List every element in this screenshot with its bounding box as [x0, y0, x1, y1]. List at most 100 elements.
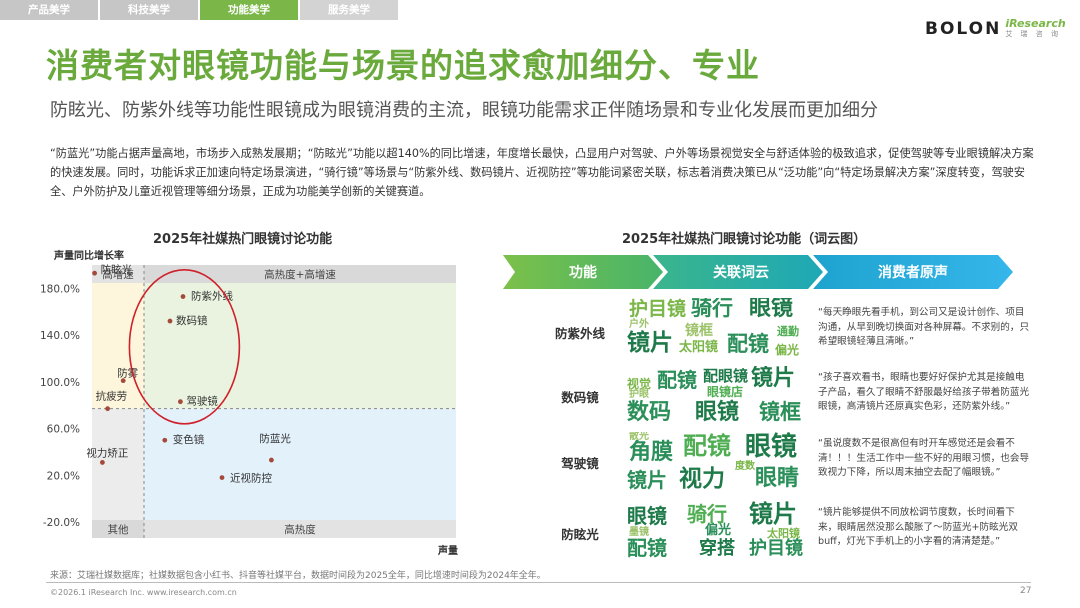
footer-divider — [46, 582, 1031, 583]
cloud-word: 镜片 — [627, 330, 673, 356]
wordcloud-chart-title: 2025年社媒热门眼镜讨论功能（词云图） — [622, 232, 867, 247]
header-function: 功能 — [569, 264, 597, 281]
cloud-word: 配镜 — [657, 368, 697, 392]
data-point-label: 防紫外线 — [191, 290, 233, 303]
cloud-word: 镜片 — [749, 500, 797, 528]
page-number: 27 — [1020, 586, 1032, 596]
consumer-quote-driving: “虽说度数不是很高但有时开车感觉还是会看不清！！！生活工作中一些不好的用眼习惯，… — [818, 438, 1030, 478]
strip-high-growth — [92, 265, 144, 283]
data-point-label: 视力矫正 — [86, 446, 128, 459]
data-point-label: 抗疲劳 — [96, 390, 128, 403]
tab-tech-aesthetics[interactable]: 科技美学 — [100, 0, 198, 20]
header-arrow-function — [503, 255, 663, 289]
quadrant-other — [92, 408, 144, 522]
tab-function-aesthetics[interactable]: 功能美学 — [200, 0, 298, 20]
cloud-word: 护眼 — [629, 389, 649, 400]
wordcloud-digital: 配镜 配眼镜 镜片 视觉 眼镜店 数码 眼镜 镜框 护眼 — [627, 366, 807, 428]
wordcloud-uv: 护目镜 骑行 眼镜 镜片 太阳镜 配镜 镜框 偏光 通勤 户外 — [627, 298, 807, 360]
y-tick-label: 100.0% — [40, 377, 80, 389]
cloud-word: 墨镜 — [629, 527, 649, 538]
quadrant-high-heat — [144, 408, 456, 522]
cloud-word: 眼镜店 — [707, 385, 744, 399]
cloud-word: 护目镜 — [629, 298, 687, 320]
function-label-uv: 防紫外线 — [554, 326, 605, 341]
quadrant-label-high-growth: 高增速 — [102, 268, 134, 281]
cloud-word: 太阳镜 — [679, 340, 719, 355]
source-note: 来源：艾瑞社媒数据库；社媒数据包含小红书、抖音等社媒平台，数据时间段为2025全… — [50, 571, 546, 581]
header-voice: 消费者原声 — [878, 264, 948, 281]
cloud-word: 眼睛 — [755, 466, 800, 491]
wordcloud-driving: 角膜 配镜 眼镜 镜片 视力 眼睛 散光 度数 — [627, 432, 807, 494]
wordcloud-antiglare: 眼镜 骑行 镜片 偏光 太阳镜 配镜 穿搭 护目镜 墨镜 — [627, 500, 807, 562]
cloud-word: 骑行 — [691, 298, 733, 320]
iresearch-logo: iResearch 艾 瑞 咨 询 — [1005, 18, 1065, 39]
cloud-word: 散光 — [629, 432, 649, 442]
quadrant-label-high-heat: 高热度 — [284, 523, 316, 536]
iresearch-logo-text: iResearch — [1005, 17, 1066, 30]
header-wordcloud: 关联词云 — [713, 264, 769, 281]
y-tick-label: -20.0% — [43, 517, 80, 529]
data-point-label: 近视防控 — [230, 472, 272, 485]
x-axis-label: 声量 — [437, 544, 458, 557]
cloud-word: 眼镜 — [627, 504, 667, 528]
cloud-word: 配镜 — [727, 332, 769, 356]
y-tick-label: 180.0% — [40, 283, 80, 295]
bolon-logo-text: BOLON — [925, 19, 1002, 39]
tab-product-aesthetics[interactable]: 产品美学 — [0, 0, 98, 20]
y-axis-label: 声量同比增长率 — [53, 249, 124, 262]
cloud-word: 配眼镜 — [703, 367, 749, 385]
cloud-word: 镜框 — [759, 400, 801, 424]
strip-high-heat — [144, 520, 456, 538]
strip-high-heat-high-growth — [144, 265, 456, 283]
cloud-word: 穿搭 — [699, 538, 735, 559]
y-tick-label: 60.0% — [47, 424, 80, 436]
cloud-word: 配镜 — [683, 432, 731, 460]
cloud-word: 通勤 — [777, 325, 799, 338]
cloud-word: 度数 — [735, 461, 755, 472]
cloud-word: 配镜 — [627, 536, 667, 560]
quadrant-label-other: 其他 — [108, 523, 129, 536]
data-point — [269, 457, 274, 463]
quadrant-high-growth — [92, 265, 144, 409]
cloud-word: 镜框 — [685, 323, 713, 339]
cloud-word: 眼镜 — [745, 432, 798, 462]
y-tick-label: 140.0% — [40, 330, 80, 342]
data-point — [92, 270, 97, 276]
cloud-word: 镜片 — [627, 468, 667, 492]
page-title: 消费者对眼镜功能与场景的追求愈加细分、专业 — [46, 46, 760, 85]
iresearch-logo-cn: 艾 瑞 咨 询 — [1005, 30, 1062, 38]
data-point-label: 防蓝光 — [259, 432, 291, 445]
data-point — [105, 406, 110, 412]
data-point-label: 防雾 — [117, 367, 138, 380]
cloud-word: 视觉 — [627, 377, 652, 391]
page-subtitle: 防眩光、防紫外线等功能性眼镜成为眼镜消费的主流，眼镜功能需求正伴随场景和专业化发… — [50, 100, 878, 121]
tab-service-aesthetics[interactable]: 服务美学 — [300, 0, 398, 20]
cloud-word: 数码 — [627, 400, 672, 425]
cloud-word: 太阳镜 — [767, 527, 800, 540]
cloud-word: 骑行 — [687, 502, 727, 526]
y-tick-label: 20.0% — [47, 470, 80, 482]
copyright-text: ©2026.1 iResearch Inc. www.iresearch.com… — [50, 588, 237, 597]
data-point-label: 防眩光 — [101, 263, 133, 276]
cloud-word: 镜片 — [751, 366, 796, 391]
summary-paragraph: “防蓝光”功能占据声量高地，市场步入成熟发展期；“防眩光”功能以超140%的同比… — [50, 147, 1034, 198]
data-point — [180, 294, 186, 299]
function-label-driving: 驾驶镜 — [561, 456, 599, 471]
cloud-word: 眼镜 — [749, 298, 794, 321]
cloud-word: 视力 — [679, 466, 725, 492]
data-point — [178, 399, 183, 405]
cloud-word: 偏光 — [705, 523, 732, 538]
data-point — [120, 378, 126, 384]
top-tab-bar: 产品美学 科技美学 功能美学 服务美学 — [0, 0, 400, 20]
consumer-quote-uv: “每天睁眼先看手机，到公司又是设计创作、项目沟通，从早到晚切换面对各种屏幕。不求… — [818, 307, 1030, 347]
highlight-ellipse — [128, 268, 241, 425]
quadrant-label-high-heat-high-growth: 高热度+高增速 — [264, 268, 336, 281]
cloud-word: 户外 — [629, 319, 649, 330]
data-point — [162, 437, 168, 443]
cloud-word: 眼镜 — [695, 400, 740, 425]
cloud-word: 偏光 — [775, 343, 800, 357]
header-arrow-wordcloud — [653, 255, 823, 289]
cloud-word: 角膜 — [629, 440, 674, 465]
header-arrow-voice — [813, 255, 1013, 289]
